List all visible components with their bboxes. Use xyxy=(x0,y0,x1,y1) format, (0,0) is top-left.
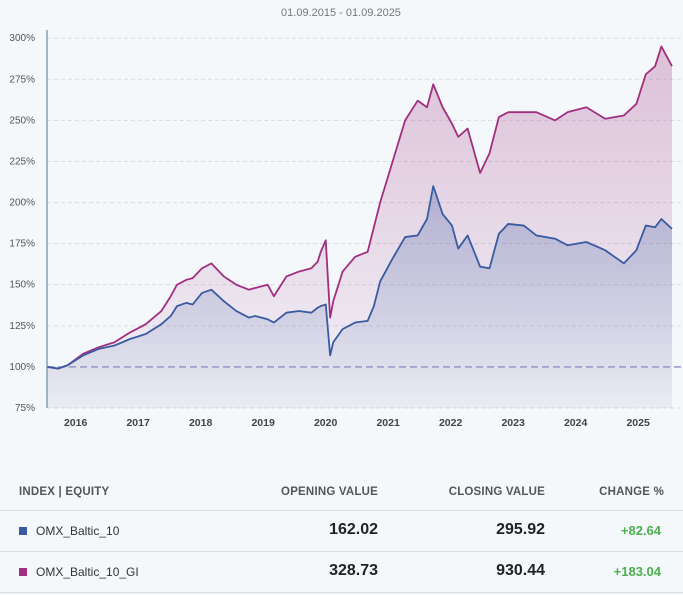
x-tick-label: 2017 xyxy=(126,417,150,429)
series-color-swatch xyxy=(19,527,27,535)
series-area xyxy=(47,186,672,408)
change-percent: +183.04 xyxy=(613,564,661,579)
y-tick-label: 100% xyxy=(9,362,35,373)
chart-canvas: 01.09.2015 - 01.09.2025 75% 100% 125% 150% 1… xyxy=(9,7,683,429)
change-percent: +82.64 xyxy=(620,523,661,538)
series-line-OMX_Baltic_10[interactable] xyxy=(46,185,673,370)
index-name[interactable]: OMX_Baltic_10 xyxy=(36,524,120,538)
x-tick-label: 2020 xyxy=(314,417,338,429)
header-index: INDEX | EQUITY xyxy=(19,486,110,498)
opening-value: 328.73 xyxy=(329,562,378,579)
y-tick-label: 225% xyxy=(9,156,35,167)
opening-value: 162.02 xyxy=(329,521,378,538)
series-color-swatch xyxy=(19,568,27,576)
index-table: INDEX | EQUITY OPENING VALUE CLOSING VAL… xyxy=(0,476,683,593)
table-header: INDEX | EQUITY OPENING VALUE CLOSING VAL… xyxy=(0,476,683,510)
y-tick-label: 300% xyxy=(9,33,35,44)
y-tick-label: 275% xyxy=(9,74,35,85)
x-tick-label: 2016 xyxy=(64,417,88,429)
table-row[interactable]: OMX_Baltic_10 162.02 295.92 +82.64 xyxy=(0,510,683,551)
x-tick-label: 2022 xyxy=(439,417,463,429)
y-tick-label: 250% xyxy=(9,115,35,126)
y-tick-label: 175% xyxy=(9,239,35,250)
y-tick-label: 125% xyxy=(9,321,35,332)
x-tick-label: 2023 xyxy=(501,417,525,429)
y-tick-label: 75% xyxy=(15,403,35,414)
y-tick-label: 200% xyxy=(9,198,35,209)
series-line-OMX_Baltic_10_GI[interactable] xyxy=(46,45,673,370)
index-name[interactable]: OMX_Baltic_10_GI xyxy=(36,565,139,579)
x-tick-label: 2019 xyxy=(251,417,275,429)
header-change: CHANGE % xyxy=(599,486,664,498)
closing-value: 295.92 xyxy=(496,521,545,538)
header-closing: CLOSING VALUE xyxy=(448,486,545,498)
x-tick-label: 2021 xyxy=(376,417,400,429)
x-tick-label: 2018 xyxy=(189,417,213,429)
x-tick-label: 2025 xyxy=(626,417,650,429)
header-opening: OPENING VALUE xyxy=(281,486,378,498)
x-tick-label: 2024 xyxy=(564,417,588,429)
performance-chart: 01.09.2015 - 01.09.2025 75% 100% 125% 150% 1… xyxy=(9,7,683,429)
y-tick-label: 150% xyxy=(9,280,35,291)
table-row[interactable]: OMX_Baltic_10_GI 328.73 930.44 +183.04 xyxy=(0,551,683,593)
chart-date-range: 01.09.2015 - 01.09.2025 xyxy=(281,7,401,19)
closing-value: 930.44 xyxy=(496,562,545,579)
